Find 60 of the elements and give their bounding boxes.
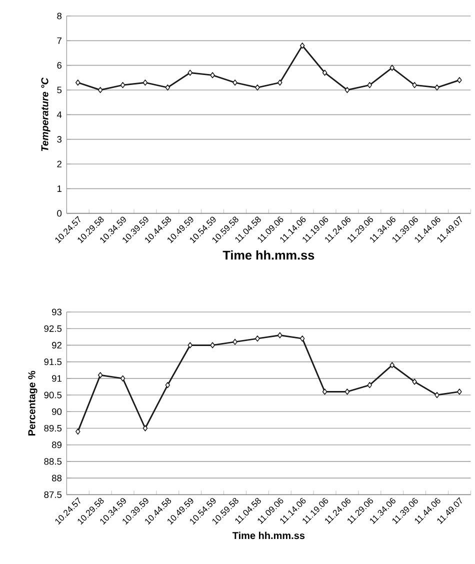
y-tick-label: 0	[57, 210, 62, 217]
y-tick-label: 93	[52, 308, 62, 316]
y-tick-label: 3	[57, 136, 62, 143]
y-tick-label: 91	[52, 375, 62, 382]
y-tick-label: 92	[52, 342, 62, 349]
point	[412, 378, 417, 385]
y-tick-label: 90	[52, 408, 62, 415]
point	[120, 82, 126, 88]
point	[300, 42, 305, 49]
point	[457, 77, 462, 84]
y-axis-title: Percentage %	[28, 370, 38, 436]
y-tick-label: 5	[57, 86, 62, 94]
y-tick-label: 8	[57, 12, 62, 20]
y-tick-label: 91.5	[44, 358, 62, 366]
point	[277, 332, 282, 338]
point	[322, 388, 328, 395]
point	[344, 388, 350, 395]
y-tick-label: 4	[56, 111, 62, 118]
point	[188, 70, 193, 76]
point	[232, 80, 238, 86]
y-tick-label: 89	[52, 442, 62, 448]
point	[142, 425, 148, 432]
point	[434, 84, 440, 91]
point	[367, 382, 372, 388]
point	[75, 80, 80, 86]
y-tick-label: 90.5	[44, 392, 62, 398]
point	[98, 372, 103, 378]
point	[75, 428, 80, 435]
y-tick-label: 89.5	[44, 424, 62, 432]
point	[390, 64, 395, 71]
point	[367, 82, 372, 88]
point	[165, 84, 170, 91]
y-tick-label: 88	[52, 474, 62, 482]
point	[165, 382, 170, 388]
y-tick-label: 7	[57, 37, 62, 44]
point	[434, 392, 440, 398]
point	[232, 338, 238, 345]
point	[457, 388, 462, 395]
point	[120, 375, 126, 382]
y-tick-label: 6	[57, 62, 62, 69]
point	[98, 86, 103, 94]
point	[210, 72, 215, 78]
y-tick-label: 1	[57, 185, 62, 192]
point	[300, 336, 305, 342]
point	[390, 362, 395, 368]
y-tick-label: 87.5	[44, 491, 62, 498]
point	[277, 80, 282, 86]
point	[322, 70, 328, 76]
y-tick-label: 92.5	[44, 325, 62, 332]
x-axis-title: Time hh.mm.ss	[222, 250, 314, 260]
point	[142, 80, 148, 86]
point	[255, 84, 260, 91]
point	[255, 336, 260, 342]
x-axis-title: Time hh.mm.ss	[232, 532, 305, 540]
point	[344, 86, 350, 94]
point	[412, 82, 417, 88]
y-tick-label: 88.5	[44, 458, 62, 465]
y-axis-title: Temperature °C	[41, 77, 50, 152]
y-tick-label: 2	[57, 160, 62, 168]
point	[210, 342, 215, 348]
